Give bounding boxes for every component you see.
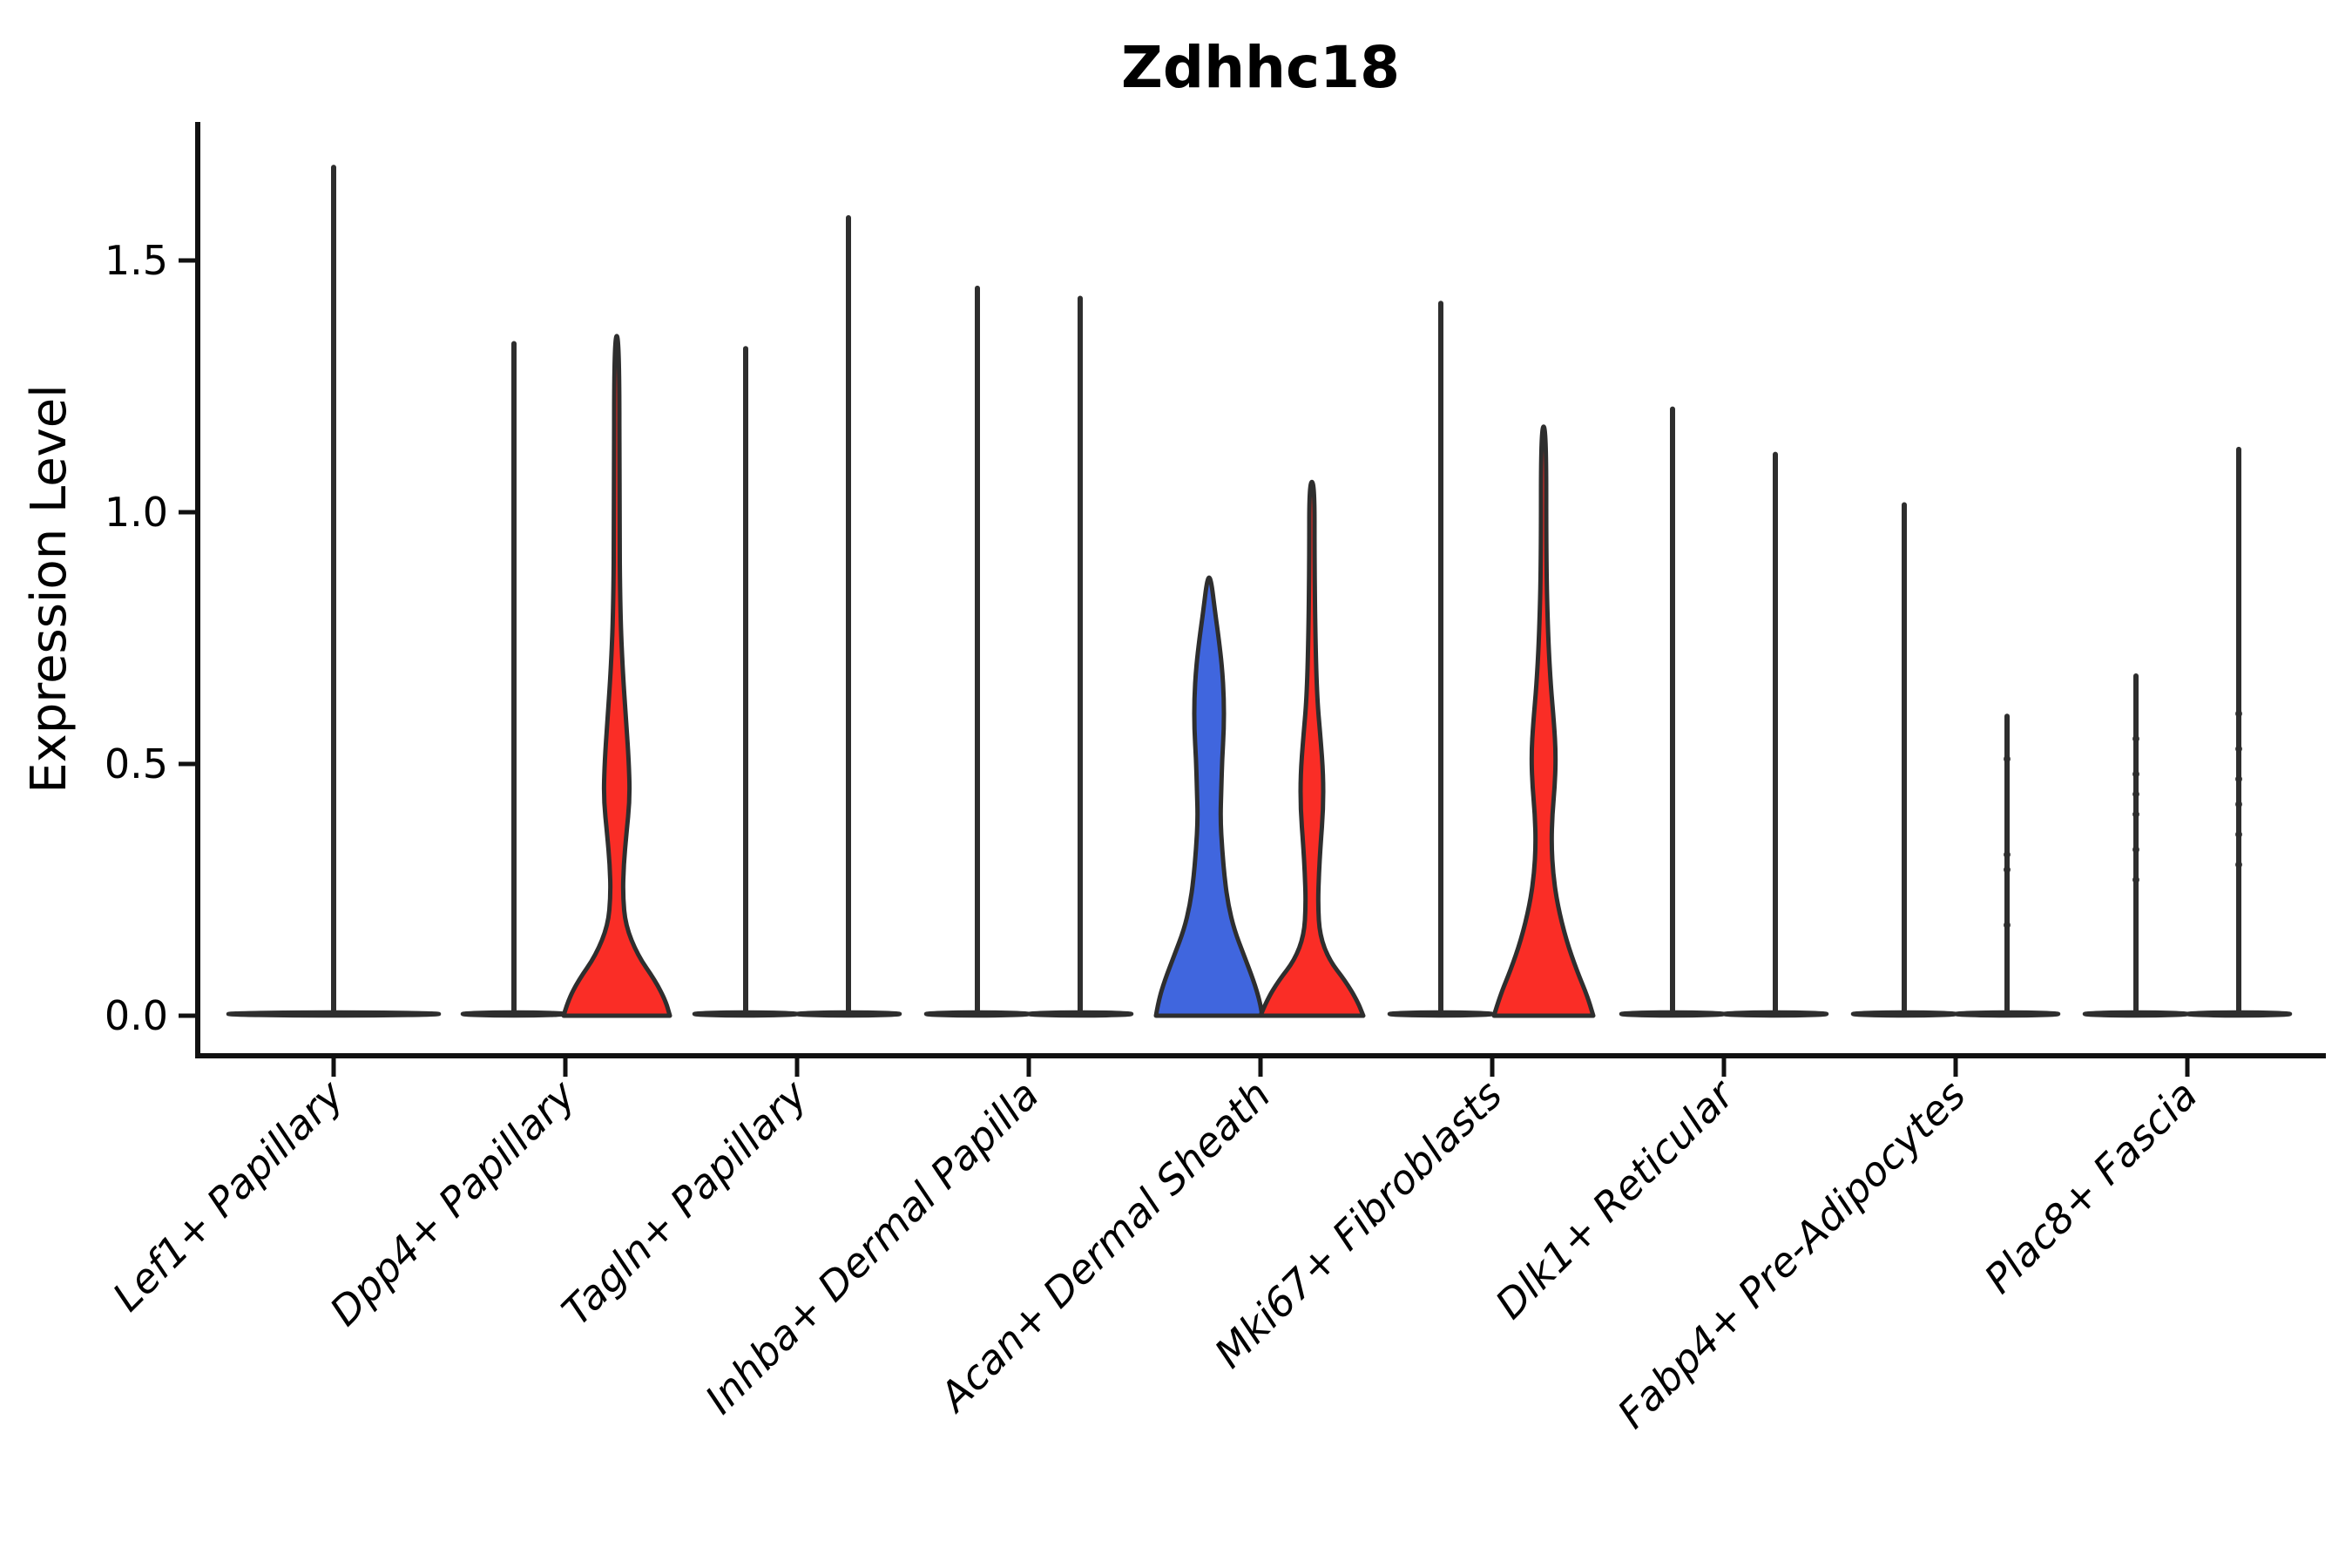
violin-inhba-dermal-papilla-split2-base bbox=[1026, 1010, 1134, 1018]
violin-mki67-fibroblasts-split1-base bbox=[1387, 1010, 1495, 1018]
violin-acan-dermal-sheath-split1 bbox=[1153, 575, 1265, 1018]
violin-lef1-papillary-single-base bbox=[226, 1010, 442, 1018]
violin-acan-dermal-sheath-split1-shape bbox=[1153, 575, 1265, 1018]
violin-series bbox=[226, 165, 2293, 1018]
violin-plac8-fascia-split2-point bbox=[2235, 801, 2242, 808]
violin-dpp4-papillary-split2 bbox=[561, 334, 672, 1018]
violin-inhba-dermal-papilla-split2 bbox=[1026, 295, 1134, 1018]
violin-plac8-fascia-split1-point bbox=[2132, 770, 2139, 778]
violin-fabp4-pre-adipocytes-split1-base bbox=[1850, 1010, 1958, 1018]
axes bbox=[179, 122, 2326, 1077]
violin-plac8-fascia-split2-base bbox=[2185, 1010, 2293, 1018]
violin-tagln-papillary-split1 bbox=[692, 346, 800, 1018]
violin-plac8-fascia-split2 bbox=[2185, 446, 2293, 1018]
violin-plac8-fascia-split1-point bbox=[2132, 846, 2139, 854]
violin-plac8-fascia-split1-point bbox=[2132, 810, 2139, 818]
violin-plac8-fascia-split1 bbox=[2082, 672, 2190, 1018]
violin-inhba-dermal-papilla-split1 bbox=[923, 285, 1031, 1018]
violin-tagln-papillary-split2-base bbox=[794, 1010, 902, 1018]
violin-plac8-fascia-split2-point bbox=[2235, 775, 2242, 783]
y-tick-label-1.0: 1.0 bbox=[105, 489, 168, 536]
violin-dpp4-papillary-split1 bbox=[460, 341, 568, 1018]
violin-lef1-papillary-single bbox=[226, 165, 442, 1018]
violin-fabp4-pre-adipocytes-split1 bbox=[1850, 502, 1958, 1018]
y-tick-label-0.5: 0.5 bbox=[105, 740, 168, 787]
plot-title: Zdhhc18 bbox=[1121, 34, 1400, 101]
violin-fabp4-pre-adipocytes-split2 bbox=[1953, 713, 2061, 1018]
violin-fabp4-pre-adipocytes-split2-point bbox=[2004, 851, 2011, 859]
violin-mki67-fibroblasts-split1 bbox=[1387, 301, 1495, 1018]
violin-fabp4-pre-adipocytes-split2-point bbox=[2004, 921, 2011, 929]
y-tick-label-0.0: 0.0 bbox=[105, 992, 168, 1039]
violin-fabp4-pre-adipocytes-split2-point bbox=[2004, 866, 2011, 874]
x-tick-label-dpp4-papillary: Dpp4+ Papillary bbox=[321, 1071, 585, 1335]
y-tick-label-1.5: 1.5 bbox=[105, 237, 168, 284]
violin-tagln-papillary-split2 bbox=[794, 214, 902, 1018]
violin-mki67-fibroblasts-split2-shape bbox=[1491, 424, 1596, 1018]
violin-inhba-dermal-papilla-split1-base bbox=[923, 1010, 1031, 1018]
violin-plac8-fascia-split1-point bbox=[2132, 735, 2139, 743]
violin-dlk1-reticular-split2 bbox=[1721, 451, 1829, 1018]
violin-acan-dermal-sheath-split2-shape bbox=[1258, 479, 1366, 1018]
violin-plac8-fascia-split2-point bbox=[2235, 745, 2242, 753]
violin-dpp4-papillary-split1-base bbox=[460, 1010, 568, 1018]
x-tick-label-dlk1-reticular: Dlk1+ Reticular bbox=[1486, 1069, 1745, 1328]
y-tick-labels: 0.0 0.5 1.0 1.5 bbox=[105, 237, 168, 1039]
violin-dpp4-papillary-split2-shape bbox=[561, 334, 672, 1018]
violin-acan-dermal-sheath-split2 bbox=[1258, 479, 1366, 1018]
violin-tagln-papillary-split1-base bbox=[692, 1010, 800, 1018]
violin-dlk1-reticular-split1 bbox=[1619, 406, 1727, 1018]
x-tick-label-plac8-fascia: Plac8+ Fascia bbox=[1975, 1071, 2206, 1302]
violin-fabp4-pre-adipocytes-split2-base bbox=[1953, 1010, 2061, 1018]
violin-plac8-fascia-split1-point bbox=[2132, 875, 2139, 883]
violin-plac8-fascia-split2-point bbox=[2235, 830, 2242, 838]
violin-dlk1-reticular-split2-base bbox=[1721, 1010, 1829, 1018]
x-tick-label-lef1-papillary: Lef1+ Papillary bbox=[104, 1071, 353, 1320]
violin-fabp4-pre-adipocytes-split2-point bbox=[2004, 755, 2011, 763]
x-tick-label-tagln-papillary: Tagln+ Papillary bbox=[552, 1071, 816, 1335]
violin-plac8-fascia-split1-base bbox=[2082, 1010, 2190, 1018]
y-axis-label: Expression Level bbox=[21, 384, 78, 794]
violin-mki67-fibroblasts-split2 bbox=[1491, 424, 1596, 1018]
violin-plac8-fascia-split2-point bbox=[2235, 861, 2242, 868]
violin-plac8-fascia-split1-point bbox=[2132, 790, 2139, 798]
violin-dlk1-reticular-split1-base bbox=[1619, 1010, 1727, 1018]
violin-plac8-fascia-split2-point bbox=[2235, 710, 2242, 718]
